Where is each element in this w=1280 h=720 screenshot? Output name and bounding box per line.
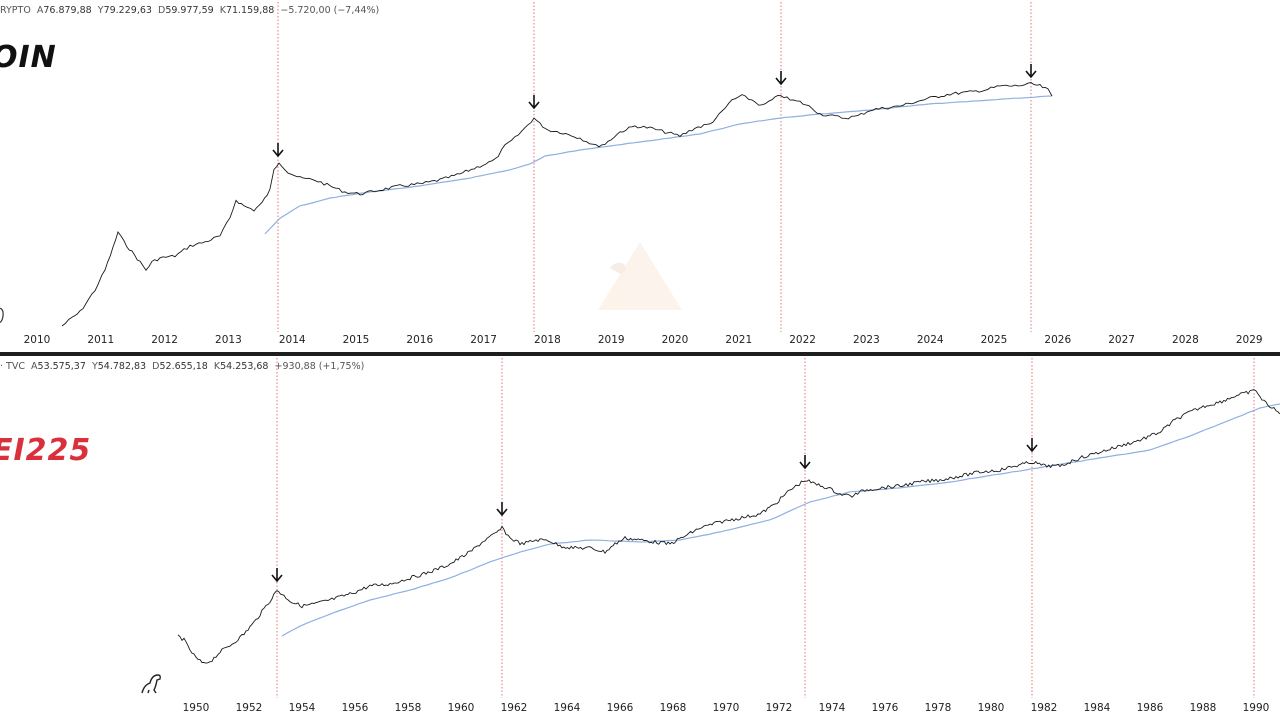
top-symbol: RYPTO	[0, 5, 31, 16]
bottom-x-tick-label: 1990	[1243, 702, 1270, 714]
panel-separator	[0, 352, 1280, 356]
top-x-tick-label: 2013	[215, 334, 242, 346]
bottom-x-tick-label: 1954	[289, 702, 316, 714]
top-ohlc-header: RYPTO A76.879,88 Y79.229,63 D59.977,59 K…	[0, 5, 379, 16]
bottom-x-tick-label: 1974	[819, 702, 846, 714]
pyramid-logo-icon	[598, 242, 682, 310]
chart-edge-icon	[0, 307, 4, 324]
top-open-label: A	[36, 5, 44, 16]
bottom-x-tick-label: 1966	[607, 702, 634, 714]
top-x-tick-label: 2017	[470, 334, 497, 346]
bottom-x-tick-label: 1980	[978, 702, 1005, 714]
bottom-chart-title: EI225	[0, 433, 92, 468]
top-low-value: 59.977,59	[165, 5, 214, 16]
top-close-label: K	[219, 5, 226, 16]
top-x-tick-label: 2011	[87, 334, 114, 346]
bottom-x-tick-label: 1988	[1190, 702, 1217, 714]
top-high-value: 79.229,63	[103, 5, 152, 16]
top-x-tick-label: 2016	[406, 334, 433, 346]
top-x-tick-label: 2022	[789, 334, 816, 346]
top-low-label: D	[157, 5, 166, 16]
arrow-down-icon	[799, 455, 811, 470]
top-x-tick-label: 2015	[343, 334, 370, 346]
top-x-tick-label: 2026	[1044, 334, 1071, 346]
bitcoin-chart-panel: RYPTO A76.879,88 Y79.229,63 D59.977,59 K…	[0, 0, 1280, 352]
bottom-price-series-line	[177, 389, 1280, 664]
top-moving-average-line	[264, 95, 1053, 235]
top-x-tick-label: 2020	[662, 334, 689, 346]
top-x-tick-label: 2027	[1108, 334, 1135, 346]
bottom-high-label: Y	[91, 361, 98, 372]
bottom-x-tick-label: 1986	[1137, 702, 1164, 714]
top-close-value: 71.159,88	[225, 5, 275, 16]
top-chart-title: OIN	[0, 40, 57, 75]
top-x-tick-label: 2023	[853, 334, 880, 346]
bottom-moving-average-line	[281, 403, 1280, 637]
arrow-down-icon	[775, 71, 787, 86]
bottom-ohlc-header: · TVC A53.575,37 Y54.782,83 D52.655,18 K…	[0, 361, 364, 372]
top-x-tick-label: 2029	[1236, 334, 1263, 346]
bottom-high-value: 54.782,83	[97, 361, 147, 372]
top-x-tick-label: 2018	[534, 334, 561, 346]
bottom-close-value: 54.253,68	[220, 361, 269, 372]
bottom-open-value: 53.575,37	[37, 361, 86, 372]
arrow-down-icon	[271, 568, 283, 583]
arrow-down-icon	[496, 502, 508, 517]
arrow-down-icon	[1025, 64, 1037, 79]
bottom-symbol: · TVC	[0, 361, 25, 372]
top-x-tick-label: 2021	[725, 334, 752, 346]
bottom-x-tick-label: 1984	[1084, 702, 1111, 714]
bottom-x-tick-label: 1968	[660, 702, 687, 714]
top-x-tick-label: 2014	[279, 334, 306, 346]
dinosaur-icon	[141, 674, 161, 694]
bottom-x-tick-label: 1956	[342, 702, 369, 714]
bottom-close-label: K	[213, 361, 221, 372]
bottom-x-tick-label: 1962	[501, 702, 528, 714]
top-change-value: −5.720,00 (−7,44%)	[280, 5, 380, 16]
bottom-x-tick-label: 1964	[554, 702, 581, 714]
bottom-x-tick-label: 1976	[872, 702, 899, 714]
top-x-tick-label: 2024	[917, 334, 944, 346]
bottom-x-tick-label: 1978	[925, 702, 952, 714]
bottom-x-tick-label: 1972	[766, 702, 793, 714]
bottom-open-label: A	[31, 361, 38, 372]
bottom-x-tick-label: 1958	[395, 702, 422, 714]
bottom-x-tick-label: 1950	[183, 702, 210, 714]
bottom-x-tick-label: 1960	[448, 702, 475, 714]
top-open-value: 76.879,88	[43, 5, 92, 16]
arrow-down-icon	[1026, 438, 1038, 453]
top-x-tick-label: 2010	[24, 334, 51, 346]
bottom-low-value: 52.655,18	[159, 361, 208, 372]
top-x-tick-label: 2025	[981, 334, 1008, 346]
top-x-tick-label: 2028	[1172, 334, 1199, 346]
top-price-series-line	[61, 82, 1053, 327]
bottom-x-tick-label: 1982	[1031, 702, 1058, 714]
bottom-low-label: D	[152, 361, 160, 372]
bottom-change-value: +930,88 (+1,75%)	[274, 361, 365, 372]
arrow-down-icon	[272, 143, 284, 158]
top-x-tick-label: 2019	[598, 334, 625, 346]
arrow-down-icon	[528, 95, 540, 110]
bottom-x-tick-label: 1952	[236, 702, 263, 714]
top-high-label: Y	[97, 5, 104, 16]
bottom-x-tick-label: 1970	[713, 702, 740, 714]
top-x-tick-label: 2012	[151, 334, 178, 346]
